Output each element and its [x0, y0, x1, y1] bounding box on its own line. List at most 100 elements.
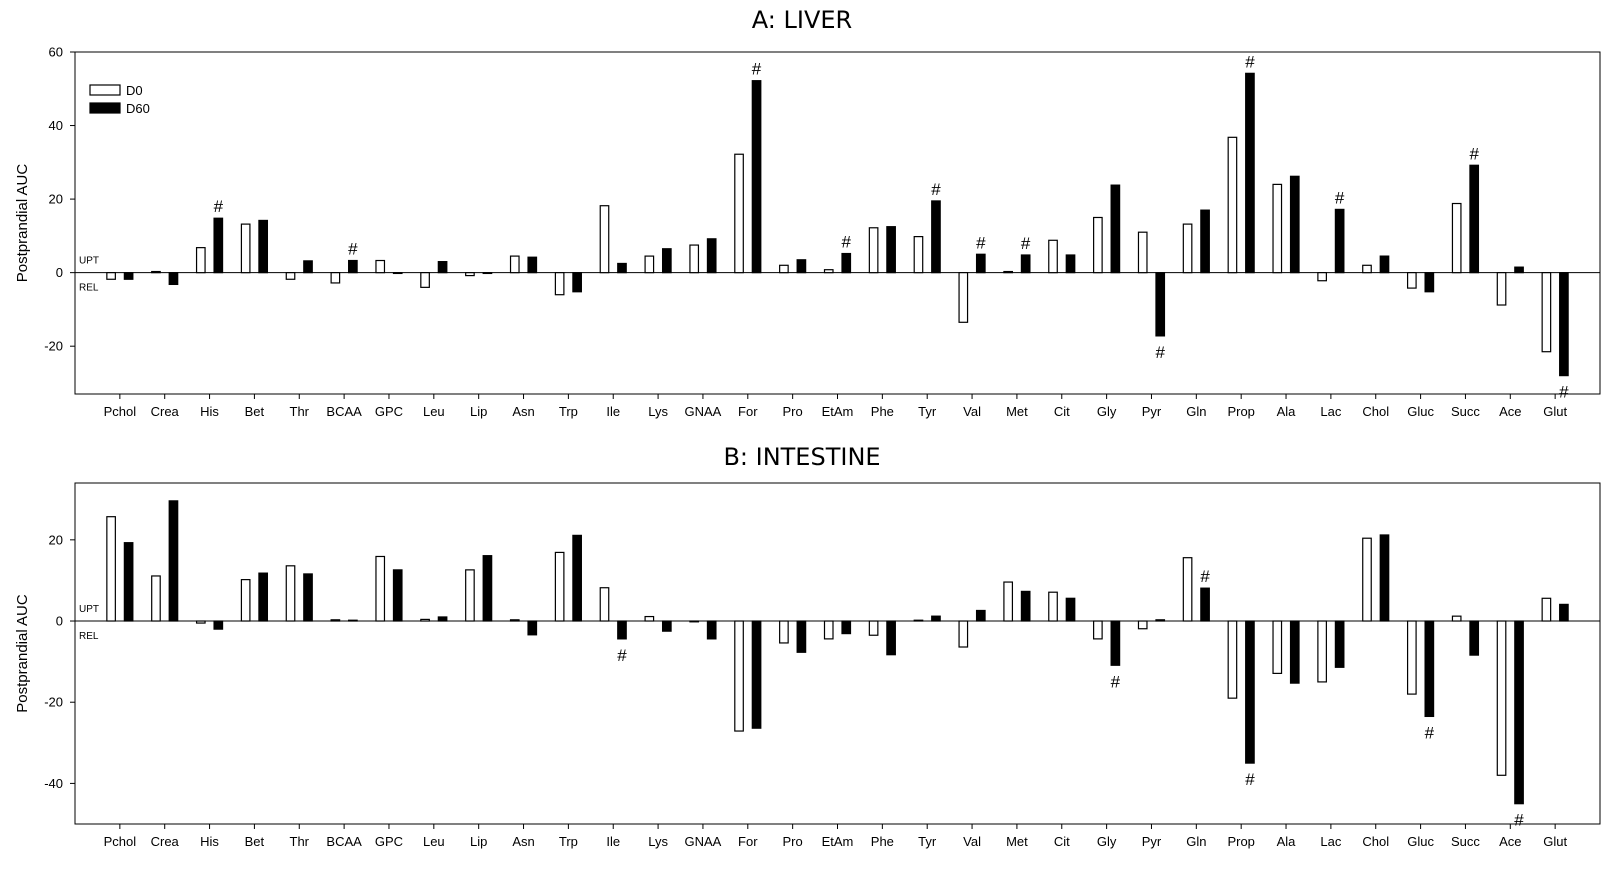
x-tick-label: Val — [963, 834, 981, 849]
x-tick-label: Pchol — [104, 404, 137, 419]
d0-bar — [1182, 223, 1193, 274]
d60-bar — [661, 248, 672, 274]
d0-bar — [823, 620, 834, 640]
d60-bar — [1559, 603, 1569, 622]
significance-marker: # — [1155, 343, 1165, 362]
plot-frame — [74, 482, 1601, 825]
d60-bar — [1334, 208, 1345, 274]
d0-bar — [195, 620, 206, 624]
d60-bar — [1065, 254, 1076, 274]
d60-bar — [751, 80, 762, 274]
legend-d60-swatch — [89, 102, 121, 114]
y-tick-label: -20 — [44, 695, 63, 710]
x-tick-label: EtAm — [822, 404, 854, 419]
x-tick-label: Chol — [1362, 404, 1389, 419]
significance-marker: # — [842, 233, 852, 252]
d0-bar — [106, 516, 116, 622]
upt-label: UPT — [79, 256, 99, 267]
d0-bar — [1272, 620, 1283, 674]
d60-bar — [1110, 184, 1121, 274]
intestine-bar-chart: -40 -20 0 20 Postprandial AUC UPT REL Pchol Crea… — [14, 482, 1601, 849]
x-tick-label: Ala — [1277, 834, 1297, 849]
x-tick-label: Leu — [423, 834, 445, 849]
d60-bar — [1020, 590, 1031, 622]
x-tick-label: Pchol — [104, 834, 137, 849]
d0-bar — [1272, 183, 1283, 274]
x-tick-label: BCAA — [326, 404, 362, 419]
d60-bar — [975, 253, 986, 274]
x-tick-label: Lac — [1320, 404, 1341, 419]
d60-bar — [1424, 620, 1435, 718]
y-axis-label: Postprandial AUC — [14, 164, 31, 283]
x-tick-label: For — [738, 404, 758, 419]
d0-bar — [1003, 270, 1014, 274]
d0-bar — [1003, 581, 1014, 622]
d0-bar — [1137, 620, 1148, 630]
d60-bar — [392, 569, 403, 622]
d0-bar — [240, 223, 251, 274]
significance-marker: # — [1514, 811, 1524, 830]
d0-bar — [1227, 136, 1238, 274]
d0-bar — [1048, 239, 1058, 274]
d60-bar — [572, 272, 582, 293]
significance-marker: # — [617, 646, 627, 665]
d0-bar — [509, 619, 520, 622]
d0-bar — [554, 551, 565, 622]
x-tick-label: Gly — [1097, 404, 1117, 419]
d60-bar — [1514, 620, 1524, 805]
x-tick-label: Ile — [606, 834, 620, 849]
significance-marker: # — [1425, 723, 1435, 742]
x-tick-label: GPC — [375, 834, 403, 849]
x-tick-label: Gln — [1186, 834, 1206, 849]
d60-bar — [1424, 272, 1435, 293]
x-tick-label: Ace — [1499, 834, 1521, 849]
d0-bar — [1182, 557, 1193, 622]
d60-bar — [617, 620, 627, 640]
significance-marker: # — [752, 60, 762, 79]
d60-bar — [123, 542, 134, 622]
legend-d0-label: D0 — [126, 83, 143, 98]
x-tick-label: His — [200, 404, 219, 419]
d60-bar — [751, 620, 762, 729]
x-tick-label: Trp — [559, 404, 578, 419]
x-tick-label: GPC — [375, 404, 403, 419]
d0-bar — [823, 269, 834, 274]
liver-chart-panel: A: LIVER -20 0 20 40 60 Postprandial AUC UPT RE… — [0, 0, 1604, 437]
y-tick-label: -20 — [44, 339, 63, 354]
d0-bar — [151, 270, 161, 274]
d0-bar — [151, 575, 161, 622]
d0-bar — [1048, 591, 1058, 622]
x-tick-label: Cit — [1054, 834, 1070, 849]
x-tick-label: Cit — [1054, 404, 1070, 419]
d60-bar — [1469, 164, 1480, 274]
x-tick-label: Lip — [470, 834, 487, 849]
d0-bar — [1406, 272, 1417, 289]
x-tick-label: His — [200, 834, 219, 849]
d60-bar — [1289, 175, 1300, 274]
d0-bar — [913, 619, 924, 622]
d0-bar — [689, 620, 700, 623]
d60-bar — [886, 620, 896, 656]
d60-bar — [303, 260, 313, 274]
y-tick-label: 20 — [49, 192, 63, 207]
d0-bar — [1362, 264, 1372, 274]
x-tick-label: Lys — [648, 404, 668, 419]
d0-bar — [1496, 272, 1507, 306]
d60-bar — [1155, 272, 1166, 337]
plot-frame — [74, 51, 1601, 395]
d0-bar — [1496, 620, 1507, 776]
x-tick-label: Met — [1006, 834, 1028, 849]
chart-title: A: LIVER — [751, 6, 853, 34]
d0-bar — [599, 587, 610, 622]
y-tick-label: 40 — [49, 118, 63, 133]
d60-bar — [258, 219, 269, 274]
d60-bar — [482, 555, 493, 622]
x-tick-label: Lip — [470, 404, 487, 419]
x-tick-label: Trp — [559, 834, 578, 849]
d0-bar — [1451, 202, 1462, 274]
d60-bar — [841, 620, 852, 635]
x-tick-label: Crea — [151, 834, 180, 849]
significance-marker: # — [1469, 144, 1479, 163]
d60-bar — [796, 620, 807, 653]
y-tick-label: 0 — [56, 265, 63, 280]
